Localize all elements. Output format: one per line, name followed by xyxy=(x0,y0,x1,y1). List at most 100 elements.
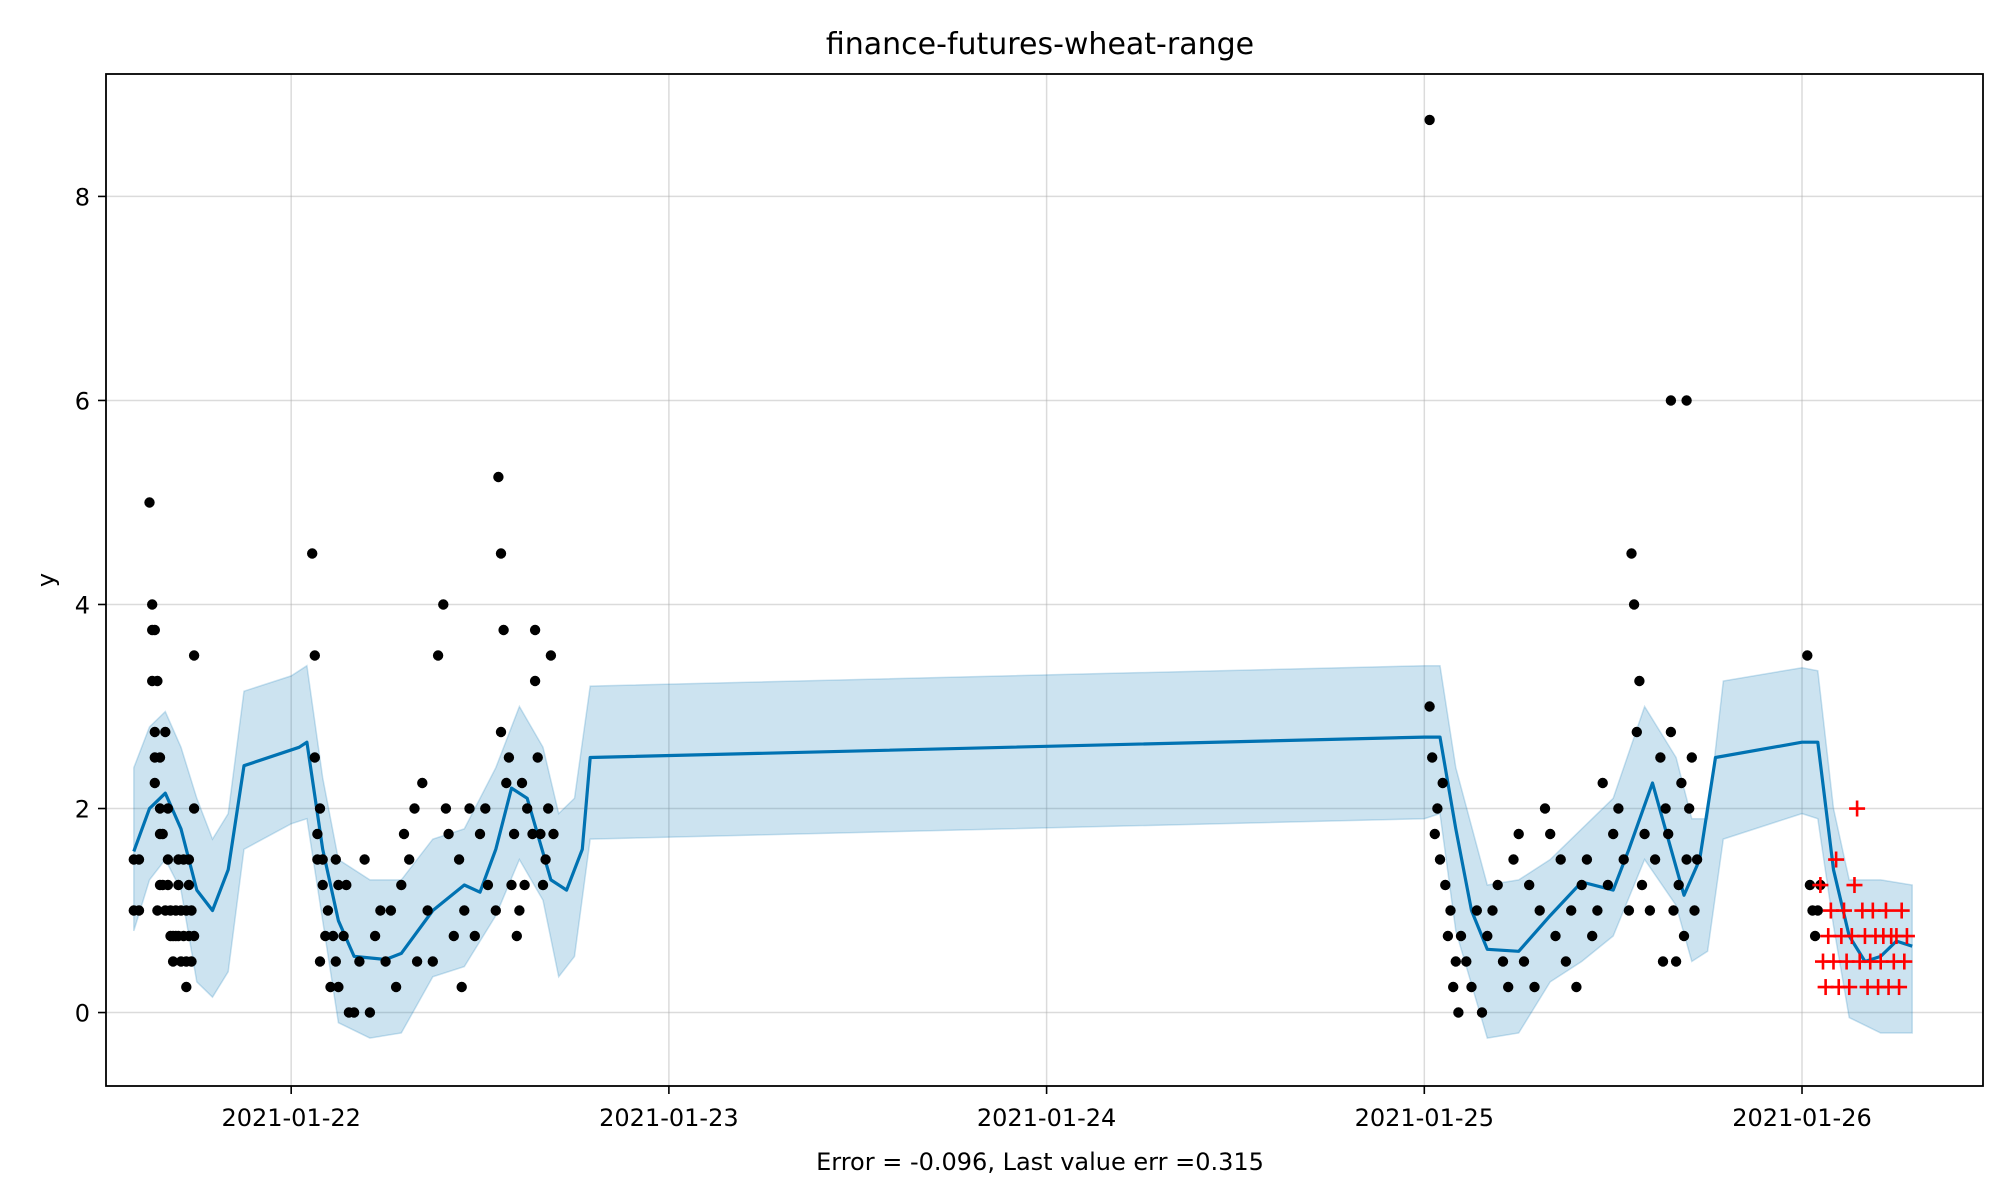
observed-point xyxy=(535,828,546,840)
observed-point xyxy=(1442,930,1454,942)
y-tick-label: 6 xyxy=(75,387,90,415)
observed-point xyxy=(501,777,512,789)
observed-point xyxy=(330,956,341,967)
observed-point xyxy=(181,981,192,993)
observed-point xyxy=(464,803,475,814)
observed-point xyxy=(1655,752,1666,763)
observed-point xyxy=(154,752,166,763)
observed-point xyxy=(417,777,428,789)
observed-point xyxy=(188,930,200,942)
observed-point xyxy=(432,650,444,661)
observed-point xyxy=(390,981,402,993)
observed-point xyxy=(183,854,195,865)
y-tick-label: 2 xyxy=(75,796,90,824)
future-point xyxy=(1891,979,1908,996)
future-point xyxy=(1841,979,1858,996)
x-tick-label: 2021-01-24 xyxy=(977,1104,1116,1132)
observed-point xyxy=(1434,854,1446,865)
observed-point xyxy=(1673,879,1684,891)
observed-point xyxy=(1809,930,1821,942)
observed-point xyxy=(1644,905,1656,916)
observed-point xyxy=(325,981,336,993)
observed-point xyxy=(1634,675,1645,687)
observed-point xyxy=(160,726,171,738)
observed-point xyxy=(1545,828,1556,840)
observed-point xyxy=(309,650,320,661)
x-axis-ticks: 2021-01-22 2021-01-23 2021-01-24 2021-01-25… xyxy=(221,1086,1872,1132)
observed-point xyxy=(1581,854,1593,865)
observed-point xyxy=(1471,905,1483,916)
observed-point xyxy=(133,905,145,916)
observed-point xyxy=(317,854,328,865)
observed-point xyxy=(1427,752,1438,763)
observed-point xyxy=(1445,905,1456,916)
observed-point xyxy=(327,930,339,942)
x-tick-label: 2021-01-22 xyxy=(221,1104,360,1132)
observed-point xyxy=(514,905,525,916)
observed-point xyxy=(516,777,528,789)
observed-point xyxy=(1508,854,1519,865)
observed-point xyxy=(1497,956,1509,967)
observed-point xyxy=(396,879,407,891)
observed-point xyxy=(438,599,449,610)
observed-point xyxy=(317,879,328,891)
observed-point xyxy=(173,879,184,891)
observed-point xyxy=(545,650,557,661)
observed-point xyxy=(385,905,397,916)
observed-point xyxy=(359,854,370,865)
observed-point xyxy=(157,828,168,840)
observed-point xyxy=(1534,905,1545,916)
observed-point xyxy=(322,905,334,916)
observed-point xyxy=(1476,1007,1488,1018)
future-point xyxy=(1835,902,1852,919)
observed-point xyxy=(1592,905,1603,916)
observed-point xyxy=(1571,981,1582,993)
forecast-line-layer xyxy=(132,735,1913,964)
observed-point xyxy=(369,930,381,942)
observed-point xyxy=(1587,930,1598,942)
observed-point xyxy=(152,905,163,916)
observed-point xyxy=(186,956,197,967)
observed-point xyxy=(404,854,415,865)
observed-point xyxy=(1461,956,1472,967)
observed-point xyxy=(1804,879,1816,891)
observed-point xyxy=(1529,981,1540,993)
observed-point xyxy=(1518,956,1530,967)
observed-point xyxy=(1691,854,1703,865)
observed-point xyxy=(1424,114,1435,126)
observed-point xyxy=(1453,1007,1464,1018)
y-tick-label: 0 xyxy=(75,1000,90,1028)
future-point xyxy=(1896,953,1913,970)
observed-point xyxy=(1560,956,1572,967)
plot-frame xyxy=(105,73,1984,1087)
observed-point xyxy=(1660,803,1671,814)
observed-point xyxy=(188,803,200,814)
observed-point xyxy=(409,803,420,814)
observed-point xyxy=(529,675,541,687)
observed-point xyxy=(149,726,160,738)
observed-point xyxy=(338,930,349,942)
observed-point xyxy=(1812,905,1824,916)
observed-point xyxy=(493,471,504,483)
observed-point xyxy=(443,828,454,840)
observed-point xyxy=(1492,879,1503,891)
observed-point xyxy=(548,828,559,840)
observed-point xyxy=(1676,777,1687,789)
observed-points-layer xyxy=(128,114,1826,1018)
observed-point xyxy=(167,956,179,967)
observed-point xyxy=(314,803,326,814)
observed-point xyxy=(1440,879,1451,891)
observed-point xyxy=(527,828,538,840)
observed-point xyxy=(506,879,517,891)
observed-point xyxy=(1555,854,1566,865)
observed-point xyxy=(307,548,318,559)
observed-point xyxy=(1636,879,1648,891)
observed-point xyxy=(1665,395,1677,406)
x-axis-label: Error = -0.096, Last value err =0.315 xyxy=(816,1148,1264,1176)
observed-point xyxy=(1487,905,1498,916)
observed-point xyxy=(469,930,480,942)
observed-point xyxy=(1670,956,1682,967)
observed-point xyxy=(1689,905,1700,916)
observed-point xyxy=(427,956,438,967)
observed-point xyxy=(1668,905,1679,916)
